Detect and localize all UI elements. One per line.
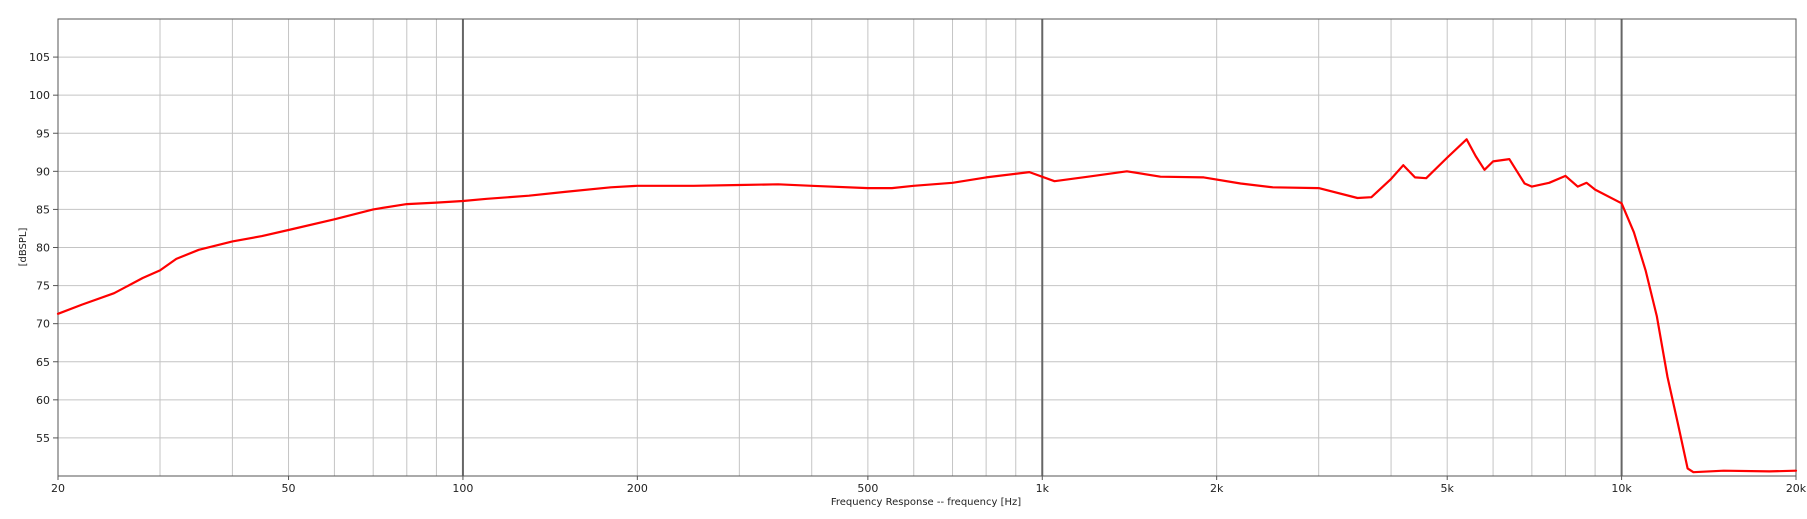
x-tick-label: 50 bbox=[282, 482, 296, 495]
x-tick-label: 500 bbox=[857, 482, 878, 495]
x-tick-label: 2k bbox=[1210, 482, 1224, 495]
y-tick-label: 75 bbox=[36, 280, 50, 293]
x-tick-label: 10k bbox=[1611, 482, 1632, 495]
x-tick-label: 1k bbox=[1036, 482, 1050, 495]
y-axis-title: [dBSPL] bbox=[18, 228, 29, 267]
x-axis-title: Frequency Response -- frequency [Hz] bbox=[831, 497, 1021, 508]
x-tick-label: 100 bbox=[452, 482, 473, 495]
x-tick-label: 20 bbox=[51, 482, 65, 495]
y-tick-label: 85 bbox=[36, 203, 50, 216]
y-tick-label: 55 bbox=[36, 432, 50, 445]
grid-major bbox=[461, 19, 1623, 476]
y-tick-label: 80 bbox=[36, 242, 50, 255]
x-tick-label: 5k bbox=[1441, 482, 1455, 495]
x-tick-label: 200 bbox=[627, 482, 648, 495]
y-tick-label: 105 bbox=[29, 51, 50, 64]
frequency-response-line bbox=[56, 138, 1798, 474]
series-layer bbox=[56, 138, 1798, 474]
y-axis: 55 60 65 70 75 80 85 90 95 100 105 bbox=[29, 51, 58, 445]
y-tick-label: 65 bbox=[36, 356, 50, 369]
y-tick-label: 60 bbox=[36, 394, 50, 407]
x-axis: 20 50 100 200 500 1k 2k 5k 10k 20k bbox=[51, 476, 1807, 495]
y-tick-label: 100 bbox=[29, 89, 50, 102]
y-tick-label: 90 bbox=[36, 165, 50, 178]
y-tick-label: 70 bbox=[36, 318, 50, 331]
x-tick-label: 20k bbox=[1786, 482, 1807, 495]
y-tick-label: 95 bbox=[36, 127, 50, 140]
grid-minor bbox=[58, 19, 1796, 476]
